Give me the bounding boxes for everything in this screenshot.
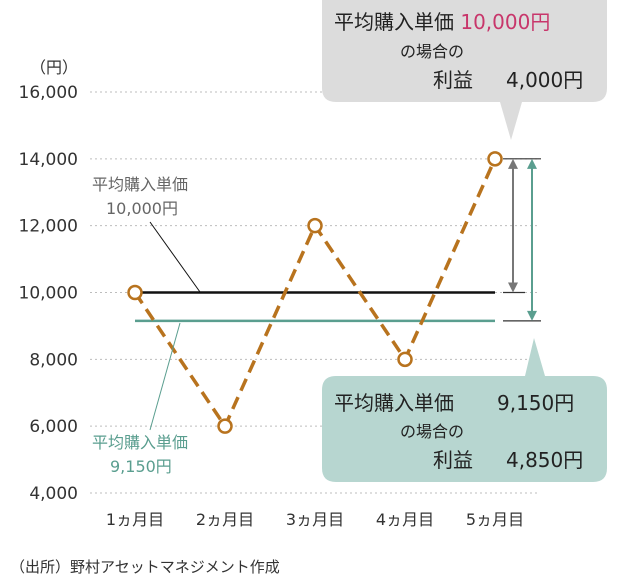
callout-bottom-line3-value: 4,850円 (506, 448, 583, 472)
annotation-10000-line1: 平均購入単価 (92, 175, 188, 194)
y-tick-label: 16,000 (19, 83, 78, 103)
y-tick-label: 14,000 (19, 150, 78, 170)
profit-arrows (503, 158, 541, 322)
callout-top-line3-value: 4,000円 (506, 68, 583, 92)
data-point (307, 217, 323, 234)
callout-bottom: 平均購入単価 9,150円 の場合の 利益 4,850円 (322, 338, 607, 482)
data-point (397, 351, 413, 368)
annotation-10000-line2: 10,000円 (106, 199, 178, 218)
callout-bottom-line1-value: 9,150円 (497, 391, 574, 415)
callout-top-line2: の場合の (400, 42, 464, 61)
data-point (487, 151, 503, 167)
data-point (127, 284, 143, 301)
y-unit-label: （円） (30, 58, 78, 77)
callout-bottom-line2: の場合の (400, 422, 464, 441)
annotation-9150-leader (149, 322, 181, 431)
reference-lines (135, 291, 495, 323)
annotation-9150-line1: 平均購入単価 (92, 433, 188, 452)
profit-arrow-10000-head-top (508, 158, 518, 169)
callout-top-line3-label: 利益 (433, 68, 473, 92)
callout-bottom-line1-prefix: 平均購入単価 (334, 391, 454, 415)
x-tick-label: 2ヵ月目 (196, 510, 254, 529)
callout-top: 平均購入単価 10,000円 の場合の 利益 4,000円 (322, 0, 607, 140)
data-point (217, 418, 233, 434)
profit-arrow-10000 (508, 158, 518, 293)
profit-arrow-9150 (527, 158, 537, 321)
y-tick-label: 4,000 (29, 484, 78, 504)
x-tick-label: 5ヵ月目 (466, 510, 524, 529)
x-tick-label: 4ヵ月目 (376, 510, 434, 529)
y-tick-labels: 4,000 6,000 8,000 10,000 12,000 14,000 16,000 (19, 83, 78, 504)
callout-top-bubble (322, 0, 607, 140)
y-tick-label: 10,000 (19, 284, 78, 304)
annotation-10000-leader (149, 221, 201, 293)
y-tick-label: 12,000 (19, 217, 78, 237)
callout-top-line1-value: 10,000円 (460, 10, 550, 34)
profit-arrow-9150-head-bottom (527, 310, 537, 321)
annotation-10000: 平均購入単価 10,000円 (92, 175, 201, 293)
annotation-9150-line2: 9,150円 (110, 457, 172, 476)
annotation-9150: 平均購入単価 9,150円 (92, 322, 188, 476)
callout-bottom-bubble (322, 338, 607, 482)
x-tick-labels: 1ヵ月目 2ヵ月目 3ヵ月目 4ヵ月目 5ヵ月目 (106, 510, 524, 529)
y-tick-label: 6,000 (29, 417, 78, 437)
callout-bottom-line3-label: 利益 (433, 448, 473, 472)
source-note: （出所）野村アセットマネジメント作成 (10, 558, 280, 576)
y-tick-label: 8,000 (29, 350, 78, 370)
x-tick-label: 1ヵ月目 (106, 510, 164, 529)
profit-arrow-9150-head-top (527, 158, 537, 169)
price-series (127, 151, 503, 434)
x-tick-label: 3ヵ月目 (286, 510, 344, 529)
svg-text:平均購入単価 10,000円: 平均購入単価 10,000円 (334, 10, 550, 34)
callout-top-line1-prefix: 平均購入単価 (334, 10, 460, 34)
profit-arrow-10000-head-bottom (508, 282, 518, 293)
